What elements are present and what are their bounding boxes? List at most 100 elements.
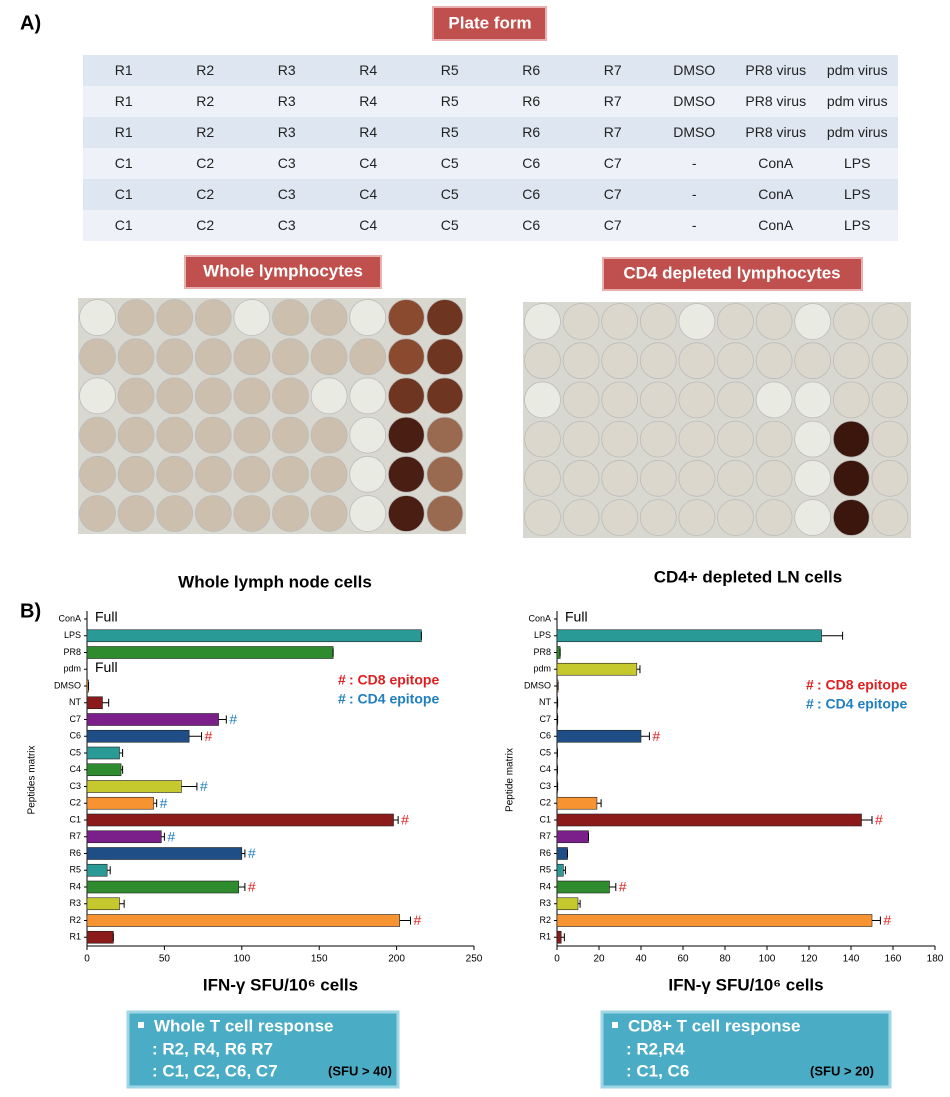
table-cell: LPS	[844, 155, 870, 171]
well	[387, 455, 425, 493]
y-tick-label: R6	[69, 848, 81, 858]
well	[832, 420, 870, 458]
table-cell: C1	[115, 217, 133, 233]
well	[194, 495, 232, 532]
table-cell: R7	[604, 124, 622, 140]
bar	[86, 746, 120, 760]
well	[79, 495, 116, 532]
y-tick-label: R6	[539, 848, 551, 858]
plate-table: R1 R2 R3 R4 R5 R6 R7 DMSO PR8 virus pdm virus R1 R2…	[83, 55, 898, 241]
table-cell: DMSO	[673, 93, 715, 109]
well	[272, 495, 309, 532]
chart-title: Whole lymph node cells	[178, 572, 372, 591]
well	[233, 455, 271, 493]
table-cell: C2	[196, 155, 214, 171]
well	[717, 420, 754, 458]
y-tick-label: R5	[69, 865, 81, 875]
well	[601, 499, 639, 536]
y-tick-label: pdm	[533, 664, 551, 674]
well	[717, 499, 754, 536]
well	[349, 416, 387, 454]
bar	[86, 930, 114, 944]
table-cell: -	[692, 155, 697, 171]
y-tick-label: C4	[539, 764, 551, 774]
bar	[556, 897, 579, 911]
y-tick-label: R2	[69, 915, 81, 925]
badge	[602, 257, 863, 291]
y-tick-label: C5	[539, 747, 551, 757]
y-tick-label: LPS	[534, 630, 551, 640]
table-cell: C7	[604, 217, 622, 233]
bar	[86, 830, 162, 844]
well	[194, 338, 232, 376]
table-cell: R1	[115, 62, 133, 78]
table-cell: -	[692, 186, 697, 202]
y-tick-label: C2	[539, 798, 551, 808]
table-cell: R3	[278, 62, 296, 78]
well	[310, 495, 348, 532]
well	[639, 499, 677, 536]
well	[156, 416, 194, 454]
bar	[556, 662, 638, 676]
table-cell: R6	[522, 93, 540, 109]
well	[717, 381, 754, 419]
table-cell: R5	[441, 124, 459, 140]
x-tick-label: 80	[719, 954, 731, 965]
table-cell: R2	[196, 93, 214, 109]
table-row	[83, 55, 898, 86]
bar	[556, 629, 822, 643]
x-axis-label: IFN-γ SFU/10⁶ cells	[668, 975, 823, 994]
y-tick-label: LPS	[64, 630, 81, 640]
well	[79, 455, 116, 493]
well	[233, 495, 271, 532]
table-row	[83, 148, 898, 179]
bar	[86, 847, 243, 860]
epitope-mark: #	[414, 912, 422, 928]
y-tick-label: C5	[69, 747, 81, 757]
well	[233, 299, 271, 336]
well	[426, 455, 464, 493]
well	[678, 420, 716, 458]
well	[387, 495, 425, 532]
well	[678, 342, 716, 380]
y-tick-label: C6	[69, 731, 81, 741]
well	[310, 377, 348, 415]
well	[79, 299, 116, 336]
well	[524, 420, 561, 458]
well	[79, 338, 116, 376]
x-tick-label: 120	[801, 954, 818, 965]
well	[156, 299, 194, 336]
bar	[86, 763, 122, 777]
x-tick-label: 180	[927, 954, 944, 965]
well	[794, 420, 832, 458]
table-cell: C4	[359, 217, 377, 233]
bar	[86, 696, 103, 710]
well	[871, 342, 909, 380]
table-cell: R1	[115, 93, 133, 109]
table-cell: PR8 virus	[745, 93, 806, 109]
y-tick-label: R1	[69, 932, 81, 942]
well	[194, 299, 232, 336]
x-tick-label: 100	[233, 954, 250, 965]
table-cell: pdm virus	[827, 124, 888, 140]
well	[349, 455, 387, 493]
bar	[556, 863, 564, 877]
legend-symbol: #	[806, 677, 814, 693]
table-cell: C5	[441, 155, 459, 171]
y-axis-label: Peptides matrix	[27, 746, 38, 815]
y-tick-label: C6	[539, 731, 551, 741]
well	[871, 381, 909, 419]
summary-box	[126, 1010, 400, 1089]
value-label: Full	[565, 609, 588, 625]
legend-symbol: #	[806, 696, 814, 712]
table-cell: C2	[196, 217, 214, 233]
y-tick-label: R7	[69, 831, 81, 841]
table-row	[83, 117, 898, 148]
chart-title: CD4+ depleted LN cells	[654, 567, 842, 586]
epitope-mark: #	[248, 879, 256, 895]
epitope-mark: #	[248, 845, 256, 861]
table-cell: R7	[604, 62, 622, 78]
bullet	[138, 1022, 144, 1028]
y-tick-label: R3	[69, 898, 81, 908]
panel-label: B)	[20, 600, 41, 622]
